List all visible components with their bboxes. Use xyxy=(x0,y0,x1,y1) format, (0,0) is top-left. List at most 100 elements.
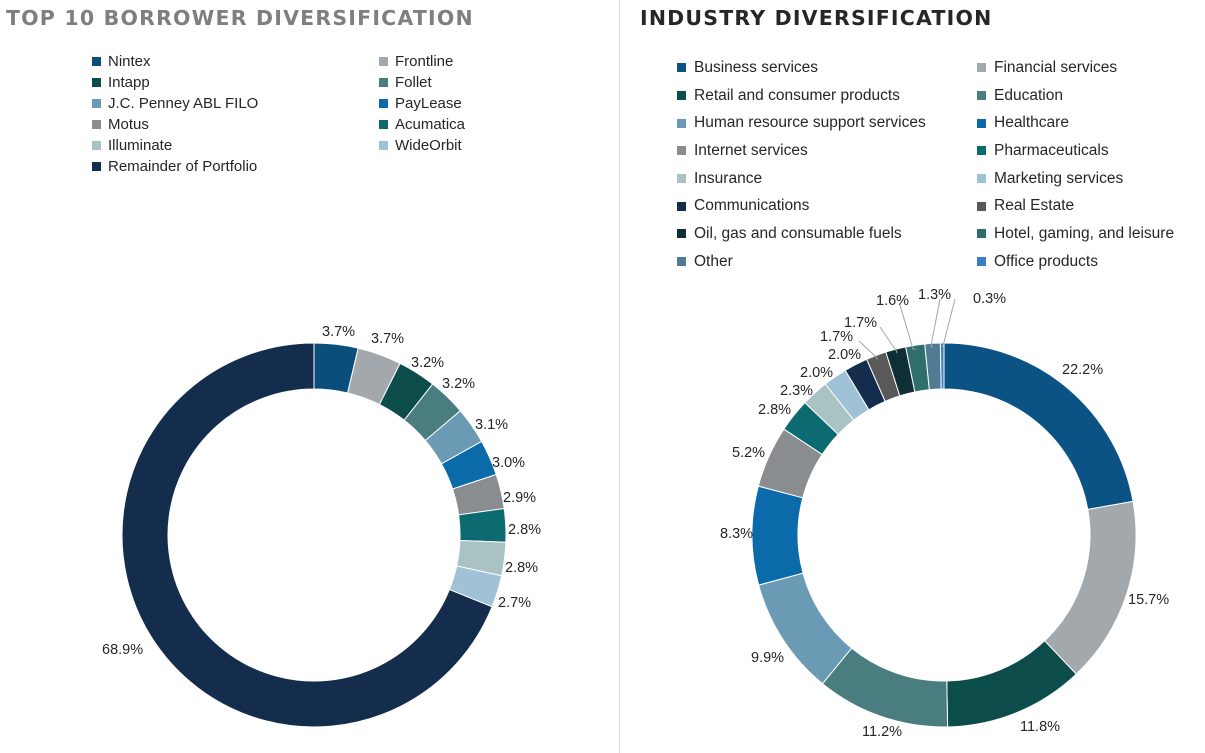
legend-item-healthcare: Healthcare xyxy=(977,109,1205,137)
legend-item-other: Other xyxy=(677,248,965,276)
legend-item-follet: Follet xyxy=(379,72,529,93)
borrower-donut-chart: 3.7% 3.7% 3.2% 3.2% 3.1% 3.0% 2.9% 2.8% 2.8% 2.7%… xyxy=(102,324,541,728)
legend-label: PayLease xyxy=(395,95,462,112)
legend-item-intapp: Intapp xyxy=(92,72,367,93)
data-label-illuminate: 2.8% xyxy=(505,560,538,576)
legend-swatch xyxy=(92,99,101,108)
data-label-internet-services: 5.2% xyxy=(732,445,765,461)
data-label-remainder-of-portfolio: 68.9% xyxy=(102,642,143,658)
legend-swatch xyxy=(677,174,686,184)
legend-item-real-estate: Real Estate xyxy=(977,192,1205,220)
legend-label: Marketing services xyxy=(994,169,1124,187)
legend-item-wideorbit: WideOrbit xyxy=(379,135,529,156)
legend-item-pharmaceuticals: Pharmaceuticals xyxy=(977,137,1205,165)
data-label-nintex: 3.7% xyxy=(322,324,355,340)
data-label-real-estate: 1.7% xyxy=(820,329,853,345)
legend-swatch xyxy=(92,162,101,171)
legend-label: Remainder of Portfolio xyxy=(108,158,258,175)
data-label-pharmaceuticals: 2.8% xyxy=(758,402,791,418)
slice-healthcare xyxy=(751,485,804,586)
legend-label: Intapp xyxy=(108,74,150,91)
legend-label: Internet services xyxy=(694,141,808,159)
legend-swatch xyxy=(677,63,686,73)
legend-item-human-resource-support-services: Human resource support services xyxy=(677,109,965,137)
leader-line xyxy=(899,304,916,350)
legend-swatch xyxy=(92,78,101,87)
data-label-business-services: 22.2% xyxy=(1062,362,1103,378)
borrower-chart-title: TOP 10 BORROWER DIVERSIFICATION xyxy=(6,6,474,30)
slice-acumatica xyxy=(458,507,507,543)
legend-swatch xyxy=(977,118,986,128)
data-label-financial-services: 15.7% xyxy=(1128,592,1169,608)
legend-label: Insurance xyxy=(694,169,763,187)
legend-item-communications: Communications xyxy=(677,192,965,220)
legend-label: Illuminate xyxy=(108,137,173,154)
slice-financial-services xyxy=(1043,500,1137,675)
legend-item-oil-gas-and-consumable-fuels: Oil, gas and consumable fuels xyxy=(677,220,965,248)
data-label-paylease: 3.0% xyxy=(492,455,525,471)
industry-legend: Business services Financial services Retai… xyxy=(677,54,1205,276)
data-label-communications: 2.0% xyxy=(828,347,861,363)
legend-label: Real Estate xyxy=(994,197,1075,215)
legend-swatch xyxy=(379,99,388,108)
leader-line xyxy=(941,298,956,348)
legend-item-internet-services: Internet services xyxy=(677,137,965,165)
slice-retail-and-consumer-products xyxy=(946,640,1078,728)
legend-swatch xyxy=(977,257,986,267)
legend-item-hotel-gaming-and-leisure: Hotel, gaming, and leisure xyxy=(977,220,1205,248)
legend-label: Office products xyxy=(994,252,1098,270)
data-label-j-c-penney-abl-filo: 3.1% xyxy=(475,417,508,433)
legend-swatch xyxy=(677,91,686,101)
legend-label: Oil, gas and consumable fuels xyxy=(694,224,902,242)
data-label-frontline: 3.7% xyxy=(371,331,404,347)
legend-swatch xyxy=(977,91,986,101)
legend-label: WideOrbit xyxy=(395,137,462,154)
legend-label: Other xyxy=(694,252,733,270)
legend-label: Acumatica xyxy=(395,116,466,133)
legend-item-j-c-penney-abl-filo: J.C. Penney ABL FILO xyxy=(92,93,367,114)
data-label-follet: 3.2% xyxy=(442,376,475,392)
slice-business-services xyxy=(943,342,1134,511)
legend-item-retail-and-consumer-products: Retail and consumer products xyxy=(677,82,965,110)
legend-swatch xyxy=(977,201,986,211)
legend-swatch xyxy=(92,57,101,66)
legend-swatch xyxy=(379,141,388,150)
data-label-intapp: 3.2% xyxy=(411,355,444,371)
legend-swatch xyxy=(92,141,101,150)
data-label-education: 11.2% xyxy=(862,724,902,740)
data-label-retail-and-consumer-products: 11.8% xyxy=(1020,719,1060,735)
leader-line xyxy=(879,326,898,354)
industry-diversification-panel: INDUSTRY DIVERSIFICATION Business servic… xyxy=(622,0,1205,753)
legend-label: Business services xyxy=(694,58,819,76)
legend-item-insurance: Insurance xyxy=(677,165,965,193)
panel-divider xyxy=(619,0,620,753)
legend-swatch xyxy=(92,120,101,129)
legend-swatch xyxy=(677,229,686,239)
data-label-motus: 2.9% xyxy=(503,490,536,506)
borrower-diversification-panel: TOP 10 BORROWER DIVERSIFICATION Nintex Fr… xyxy=(6,6,541,728)
legend-item-acumatica: Acumatica xyxy=(379,114,529,135)
legend-label: Communications xyxy=(694,197,810,215)
legend-item-remainder-of-portfolio: Remainder of Portfolio xyxy=(92,156,367,177)
data-label-healthcare: 8.3% xyxy=(720,526,753,542)
legend-item-paylease: PayLease xyxy=(379,93,529,114)
legend-item-financial-services: Financial services xyxy=(977,54,1205,82)
legend-item-office-products: Office products xyxy=(977,248,1205,276)
data-label-office-products: 0.3% xyxy=(973,291,1006,307)
data-label-marketing-services: 2.0% xyxy=(800,365,833,381)
data-label-human-resource-support-services: 9.9% xyxy=(751,650,784,666)
legend-swatch xyxy=(977,229,986,239)
legend-item-education: Education xyxy=(977,82,1205,110)
legend-label: Human resource support services xyxy=(694,114,926,132)
legend-label: Motus xyxy=(108,116,149,133)
legend-label: Frontline xyxy=(395,53,454,70)
legend-swatch xyxy=(977,63,986,73)
legend-item-illuminate: Illuminate xyxy=(92,135,367,156)
legend-label: J.C. Penney ABL FILO xyxy=(108,95,259,112)
legend-swatch xyxy=(379,78,388,87)
leader-line xyxy=(930,298,941,348)
data-label-oil-gas-and-consumable-fuels: 1.7% xyxy=(844,315,877,331)
legend-swatch xyxy=(677,201,686,211)
slice-remainder-of-portfolio xyxy=(121,342,493,728)
legend-swatch xyxy=(977,174,986,184)
